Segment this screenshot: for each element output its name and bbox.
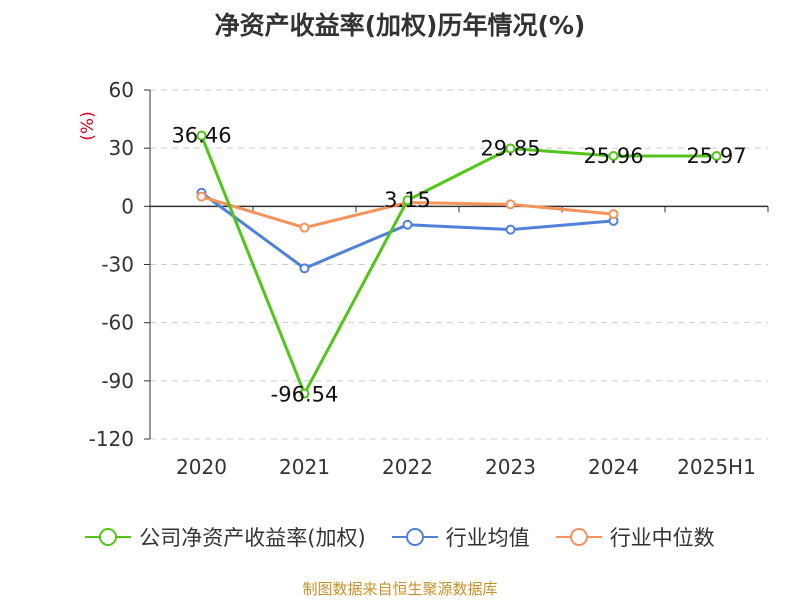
data-point [505, 199, 516, 210]
data-point [299, 388, 310, 399]
x-tick-label: 2023 [485, 455, 536, 479]
data-label: 25.97 [686, 144, 746, 168]
data-point [402, 195, 413, 206]
legend-label-industry-average: 行业均值 [445, 526, 530, 550]
y-tick-label: 30 [109, 136, 134, 160]
data-point [196, 130, 207, 141]
data-point [608, 150, 619, 161]
data-point [505, 224, 516, 235]
x-tick-label: 2022 [382, 455, 433, 479]
x-tick-label: 2021 [279, 455, 330, 479]
legend-label-company: 公司净资产收益率(加权) [139, 526, 366, 550]
series-line [200, 135, 717, 396]
x-tick-label: 2024 [588, 455, 639, 479]
legend-item-industry-median[interactable]: 行业中位数 [555, 522, 715, 552]
legend-swatch-industry-average-icon [391, 528, 438, 546]
y-tick-label: -90 [101, 369, 134, 393]
legend-label-industry-median: 行业中位数 [609, 526, 715, 550]
y-tick-label: 60 [109, 78, 134, 102]
y-axis-label: (%) [78, 111, 98, 140]
y-tick-label: -30 [101, 253, 134, 277]
y-tick-label: -120 [89, 427, 134, 451]
data-label: 25.96 [583, 144, 643, 168]
data-label: 36.46 [171, 124, 231, 148]
data-point [505, 143, 516, 154]
y-tick-label: 0 [121, 194, 134, 218]
data-point [711, 150, 722, 161]
data-point [402, 219, 413, 230]
legend-swatch-company-icon [85, 528, 132, 546]
data-point [299, 222, 310, 233]
legend-swatch-industry-median-icon [555, 528, 602, 546]
data-label: 29.85 [480, 136, 540, 160]
x-tick-label: 2020 [176, 455, 227, 479]
legend-item-industry-average[interactable]: 行业均值 [391, 522, 530, 552]
data-label: -96.54 [271, 383, 339, 407]
chart-title: 净资产收益率(加权)历年情况(%) [214, 11, 586, 40]
source-note: 制图数据来自恒生聚源数据库 [302, 580, 498, 598]
y-tick-label: -60 [101, 311, 134, 335]
data-point [608, 209, 619, 220]
data-label: 3.15 [384, 188, 431, 212]
legend-item-company[interactable]: 公司净资产收益率(加权) [85, 522, 366, 552]
x-tick-label: 2025H1 [677, 455, 756, 479]
data-point [299, 263, 310, 274]
legend: 公司净资产收益率(加权) 行业均值 行业中位数 [0, 520, 800, 554]
data-point [196, 191, 207, 202]
